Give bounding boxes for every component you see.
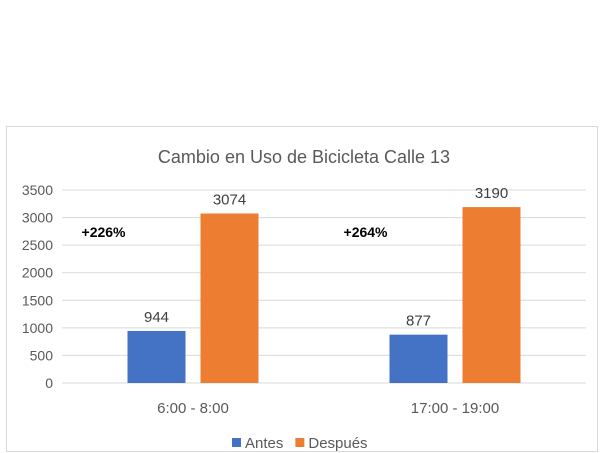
percent-change-label: +226%: [82, 224, 127, 240]
y-tick-label: 0: [45, 375, 53, 391]
legend: Antes Después: [232, 435, 368, 452]
data-label: 877: [406, 313, 431, 330]
annotations: +226% +264%: [82, 224, 389, 240]
y-tick-label: 1500: [22, 292, 53, 308]
y-tick-label: 2500: [22, 237, 53, 253]
x-axis-categories: 6:00 - 8:00 17:00 - 19:00: [157, 400, 499, 417]
data-labels: 944 3074 877 3190: [144, 185, 508, 330]
legend-label: Antes: [245, 435, 283, 452]
y-tick-label: 500: [30, 347, 54, 363]
percent-change-label: +264%: [344, 224, 389, 240]
y-tick-label: 2000: [22, 265, 53, 281]
legend-swatch: [295, 438, 305, 447]
bars: [127, 207, 521, 383]
x-category-label: 6:00 - 8:00: [157, 400, 229, 417]
bar-despu-s-1: [462, 207, 521, 383]
bar-antes-1: [389, 334, 448, 383]
data-label: 3190: [475, 185, 508, 202]
y-axis-ticks: 0 500 1000 1500 2000 2500 3000 3500: [22, 182, 53, 391]
y-tick-label: 3000: [22, 210, 53, 226]
data-label: 3074: [213, 191, 246, 208]
legend-swatch: [232, 438, 241, 447]
bar-despu-s-0: [200, 213, 259, 383]
x-category-label: 17:00 - 19:00: [411, 400, 499, 417]
y-tick-label: 3500: [22, 182, 53, 198]
chart-title: Cambio en Uso de Bicicleta Calle 13: [158, 147, 450, 167]
data-label: 944: [144, 309, 169, 326]
bar-antes-0: [127, 330, 186, 383]
y-tick-label: 1000: [22, 320, 53, 336]
legend-label: Después: [308, 435, 367, 452]
